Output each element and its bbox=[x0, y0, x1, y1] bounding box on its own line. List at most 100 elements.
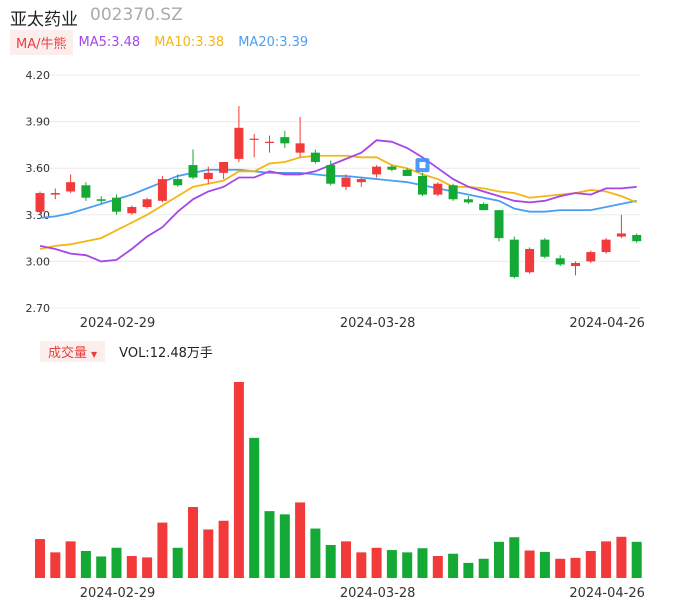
volume-bar bbox=[555, 558, 566, 578]
candle-body bbox=[372, 166, 382, 175]
candle bbox=[96, 196, 106, 204]
candle bbox=[249, 134, 259, 158]
candle-body bbox=[494, 210, 504, 239]
volume-bar bbox=[509, 537, 520, 578]
candle-body bbox=[310, 152, 320, 162]
candle-body bbox=[280, 137, 290, 144]
candle-body bbox=[463, 199, 473, 203]
price-x-axis: 2024-02-29 2024-03-28 2024-04-26 bbox=[80, 316, 645, 331]
volume-bar bbox=[249, 437, 260, 578]
volume-bar bbox=[279, 514, 290, 578]
x-tick-label: 2024-04-26 bbox=[569, 316, 645, 331]
volume-toggle-button[interactable]: 成交量 ▼ bbox=[40, 340, 106, 362]
candle bbox=[525, 247, 535, 274]
stock-code: 002370.SZ bbox=[90, 5, 183, 25]
ma20-line bbox=[39, 168, 637, 219]
candle bbox=[372, 165, 382, 178]
volume-bar bbox=[325, 545, 336, 578]
candle-body bbox=[479, 203, 489, 211]
candle-body bbox=[555, 258, 565, 265]
candle-body bbox=[173, 179, 183, 186]
x-tick-label: 2024-02-29 bbox=[80, 316, 156, 331]
volume-bar bbox=[341, 541, 351, 578]
candle bbox=[81, 182, 91, 201]
volume-bar bbox=[570, 557, 581, 578]
volume-bar bbox=[218, 520, 229, 578]
volume-bar bbox=[539, 551, 550, 578]
x-tick-label: 2024-04-26 bbox=[569, 586, 645, 601]
candle bbox=[341, 174, 351, 190]
candle bbox=[418, 172, 427, 197]
volume-bar bbox=[310, 528, 321, 578]
candlestick-series bbox=[35, 106, 642, 279]
volume-bar bbox=[50, 552, 61, 578]
candle bbox=[295, 116, 305, 158]
volume-bar bbox=[295, 502, 306, 578]
candle-body bbox=[632, 234, 642, 242]
ma5-label: MA5:3.48 bbox=[78, 34, 141, 50]
candle bbox=[280, 130, 290, 149]
candle-body bbox=[402, 169, 412, 176]
y-tick-label: 3.60 bbox=[26, 162, 51, 175]
volume-bar bbox=[448, 553, 459, 578]
candle-body bbox=[157, 179, 167, 201]
volume-bar bbox=[601, 541, 612, 578]
candle-body bbox=[35, 193, 45, 212]
candle-body bbox=[203, 172, 213, 180]
volume-bar bbox=[432, 556, 443, 578]
volume-bar bbox=[616, 536, 627, 578]
x-tick-label: 2024-03-28 bbox=[340, 586, 416, 601]
candle-body bbox=[509, 239, 519, 277]
volume-bar bbox=[264, 511, 275, 578]
volume-bar bbox=[142, 557, 153, 578]
volume-bar bbox=[111, 547, 122, 578]
candle bbox=[203, 166, 213, 184]
ma10-line bbox=[39, 154, 638, 250]
candle bbox=[173, 174, 183, 187]
candle bbox=[142, 197, 152, 209]
volume-value: VOL:12.48万手 bbox=[119, 345, 213, 361]
volume-bar bbox=[96, 556, 107, 578]
candle-body bbox=[387, 166, 397, 170]
y-tick-label: 4.20 bbox=[26, 69, 51, 82]
candle-body bbox=[219, 161, 229, 173]
candle-body bbox=[418, 175, 427, 195]
candle bbox=[540, 238, 550, 259]
volume-bar bbox=[35, 539, 45, 578]
candle bbox=[402, 168, 412, 176]
moving-average-lines bbox=[39, 139, 638, 263]
candle bbox=[632, 233, 642, 243]
x-tick-label: 2024-03-28 bbox=[340, 316, 416, 331]
candle-body bbox=[356, 179, 366, 183]
candle bbox=[448, 183, 458, 201]
candle-body bbox=[50, 193, 60, 195]
ma10-label: MA10:3.38 bbox=[154, 34, 225, 50]
volume-bar bbox=[631, 541, 642, 578]
volume-bar bbox=[494, 541, 504, 578]
candle bbox=[433, 182, 443, 197]
candle bbox=[356, 177, 366, 187]
volume-bar bbox=[371, 547, 382, 578]
candle-body bbox=[295, 143, 305, 153]
candle bbox=[234, 106, 244, 162]
y-tick-label: 2.70 bbox=[26, 302, 51, 315]
y-tick-label: 3.00 bbox=[26, 255, 51, 268]
candle bbox=[463, 196, 473, 204]
candle bbox=[494, 210, 504, 242]
candle-body bbox=[112, 197, 121, 212]
candle bbox=[509, 236, 519, 279]
x-tick-label: 2024-02-29 bbox=[80, 586, 156, 601]
candle bbox=[616, 214, 626, 239]
ma-toggle-button[interactable]: MA/牛熊 bbox=[10, 29, 73, 55]
ma-legend: MA/牛熊 MA5:3.48 MA10:3.38 MA20:3.39 bbox=[10, 29, 322, 55]
volume-bar bbox=[157, 522, 168, 578]
y-tick-label: 3.30 bbox=[26, 209, 51, 222]
stock-name: 亚太药业 bbox=[10, 10, 78, 30]
candle bbox=[112, 194, 121, 215]
y-tick-label: 3.90 bbox=[26, 116, 51, 129]
candle bbox=[555, 255, 565, 267]
candle bbox=[265, 135, 274, 153]
volume-bar bbox=[386, 550, 397, 578]
candle-body bbox=[525, 248, 535, 273]
candle-body bbox=[142, 199, 152, 208]
